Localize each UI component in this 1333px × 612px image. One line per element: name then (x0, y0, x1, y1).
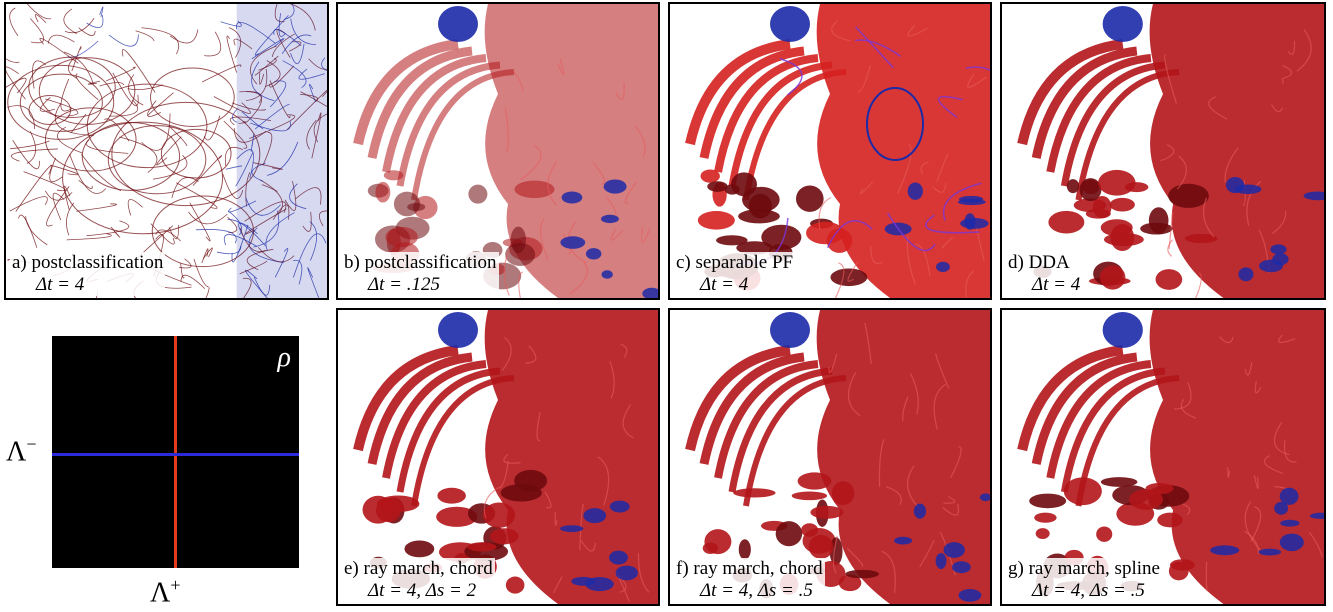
volume-render-image (1017, 4, 1324, 298)
caption-params: Δt = 4 (674, 274, 796, 296)
panel-b-postclassification-dt0125: b) postclassification Δt = .125 (336, 2, 660, 300)
panel-d-dda: d) DDA Δt = 4 (1000, 2, 1326, 300)
panel-caption: a) postclassification Δt = 4 (10, 252, 166, 296)
negative-lambda-line (52, 453, 299, 456)
lambda-minus-axis-label: Λ− (6, 434, 36, 468)
panel-caption: e) ray march, chord Δt = 4, Δs = 2 (342, 558, 495, 602)
caption-title: b) postclassification (342, 252, 499, 274)
caption-title: a) postclassification (10, 252, 166, 274)
volume-render-image (685, 310, 990, 604)
caption-params: Δt = 4, Δs = .5 (674, 580, 825, 602)
panel-e-ray-march-chord-ds2: e) ray march, chord Δt = 4, Δs = 2 (336, 308, 660, 606)
lambda-minus-symbol: Λ (6, 436, 27, 468)
caption-title: d) DDA (1006, 252, 1083, 274)
caption-params: Δt = 4 (1006, 274, 1083, 296)
panel-caption: f) ray march, chord Δt = 4, Δs = .5 (674, 558, 825, 602)
panel-caption: c) separable PF Δt = 4 (674, 252, 796, 296)
caption-params: Δt = .125 (342, 274, 499, 296)
volume-render-image (353, 4, 658, 298)
caption-params: Δt = 4, Δs = .5 (1006, 580, 1162, 602)
caption-params: Δt = 4, Δs = 2 (342, 580, 495, 602)
panel-caption: g) ray march, spline Δt = 4, Δs = .5 (1006, 558, 1162, 602)
panel-g-ray-march-spline: g) ray march, spline Δt = 4, Δs = .5 (1000, 308, 1326, 606)
lambda-plus-axis-label: Λ+ (150, 575, 180, 609)
rho-label: ρ (277, 342, 291, 373)
panel-c-separable-pf: c) separable PF Δt = 4 (668, 2, 992, 300)
caption-title: c) separable PF (674, 252, 796, 274)
lambda-plus-sup: + (170, 575, 181, 595)
transfer-function-plot: ρ (52, 336, 299, 568)
volume-render-image (1017, 310, 1324, 604)
caption-title: g) ray march, spline (1006, 558, 1162, 580)
lambda-plus-symbol: Λ (150, 577, 171, 609)
caption-title: f) ray march, chord (674, 558, 825, 580)
caption-params: Δt = 4 (10, 274, 166, 296)
panel-caption: d) DDA Δt = 4 (1006, 252, 1083, 296)
panel-a-postclassification-dt4: a) postclassification Δt = 4 (4, 2, 329, 300)
volume-render-image (6, 4, 327, 298)
caption-title: e) ray march, chord (342, 558, 495, 580)
panel-caption: b) postclassification Δt = .125 (342, 252, 499, 296)
panel-f-ray-march-chord-ds05: f) ray march, chord Δt = 4, Δs = .5 (668, 308, 992, 606)
positive-lambda-line (174, 336, 177, 568)
lambda-minus-sup: − (26, 434, 37, 454)
